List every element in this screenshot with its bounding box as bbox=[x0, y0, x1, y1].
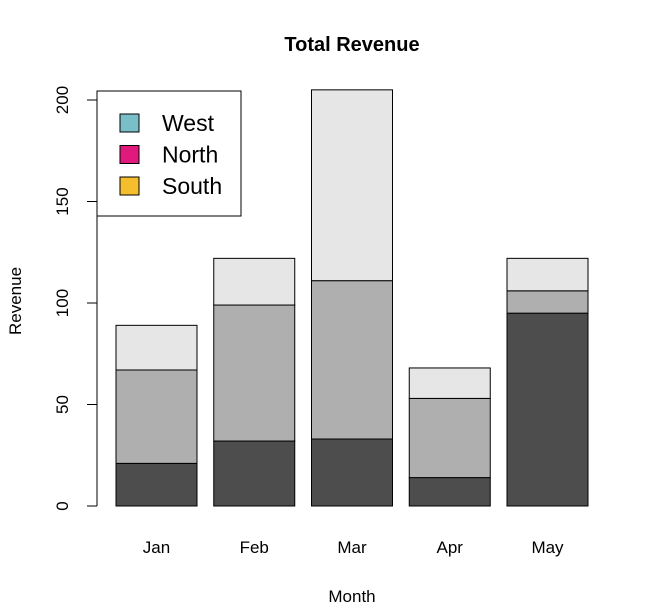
x-tick-label-jan: Jan bbox=[143, 538, 170, 557]
bar-may-segment-1 bbox=[506, 312, 589, 507]
x-tick-label-feb: Feb bbox=[240, 538, 269, 557]
legend-swatch-west bbox=[119, 113, 140, 133]
bar-jan-segment-3 bbox=[115, 324, 198, 371]
x-axis-label: Month bbox=[328, 587, 375, 606]
x-tick-label-may: May bbox=[531, 538, 564, 557]
bar-apr-segment-2 bbox=[408, 397, 491, 479]
x-tick-label-mar: Mar bbox=[337, 538, 367, 557]
y-axis-label: Revenue bbox=[6, 267, 25, 335]
bar-may-segment-3 bbox=[506, 257, 589, 292]
y-tick-label-50: 50 bbox=[53, 395, 72, 414]
bar-mar-segment-3 bbox=[311, 89, 393, 282]
bar-may-segment-2 bbox=[506, 290, 589, 314]
legend-swatch-south bbox=[119, 176, 140, 196]
y-axis: 0 50 100 150 200 bbox=[53, 86, 98, 511]
bar-apr-segment-1 bbox=[408, 477, 491, 507]
bar-feb-segment-2 bbox=[213, 304, 296, 442]
y-tick-label-100: 100 bbox=[53, 289, 72, 317]
bar-mar-segment-1 bbox=[311, 438, 393, 507]
y-tick-label-200: 200 bbox=[53, 86, 72, 114]
y-tick-label-0: 0 bbox=[53, 501, 72, 510]
bar-jan-segment-2 bbox=[115, 369, 198, 464]
bar-feb-segment-3 bbox=[213, 257, 296, 306]
bar-mar-segment-2 bbox=[311, 280, 393, 440]
legend-label-south: South bbox=[162, 173, 222, 199]
legend-swatch-north bbox=[119, 145, 140, 164]
legend-label-north: North bbox=[162, 142, 218, 168]
y-tick-label-150: 150 bbox=[53, 187, 72, 215]
bars-group bbox=[115, 89, 589, 507]
x-axis: Jan Feb Mar Apr May bbox=[143, 538, 564, 557]
bar-jan-segment-1 bbox=[115, 462, 198, 507]
bar-feb-segment-1 bbox=[213, 440, 296, 507]
legend: West North South bbox=[96, 90, 242, 217]
chart-title: Total Revenue bbox=[284, 34, 419, 56]
legend-label-west: West bbox=[162, 110, 215, 136]
x-tick-label-apr: Apr bbox=[437, 538, 464, 557]
bar-apr-segment-3 bbox=[408, 367, 491, 399]
